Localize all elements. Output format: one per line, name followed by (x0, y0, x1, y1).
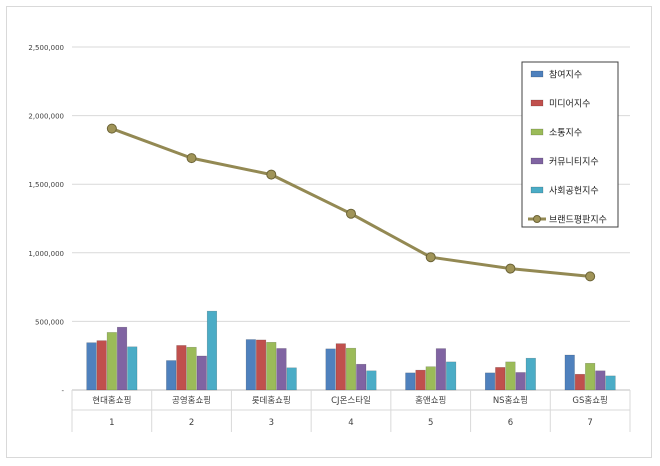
line-point (585, 271, 596, 282)
legend-swatch (530, 99, 544, 107)
bar-참여지수 (405, 372, 416, 391)
category-label: 공영홈쇼핑 (172, 395, 211, 406)
line-point (346, 208, 356, 219)
bar-커뮤니티지수 (196, 355, 207, 391)
line-point (106, 123, 117, 134)
bar-소통지수 (266, 342, 277, 391)
line-브랜드평판지수 (111, 127, 591, 278)
y-tick-label: 500,000 (35, 318, 64, 326)
bar-미디어지수 (256, 339, 267, 391)
legend-label: 브랜드평판지수 (549, 215, 607, 226)
bar-참여지수 (564, 354, 575, 391)
bar-사회공헌지수 (286, 367, 297, 391)
legend-swatch (530, 157, 544, 165)
line-point (505, 263, 516, 274)
legend-swatch (530, 186, 544, 194)
y-tick-label: 1,000,000 (28, 250, 64, 258)
legend-box (521, 61, 619, 228)
y-tick-label: 1,500,000 (28, 181, 64, 189)
bar-미디어지수 (335, 343, 346, 391)
rank-label: 5 (428, 418, 433, 428)
line-point (266, 169, 277, 180)
category-label: NS홈쇼핑 (493, 395, 528, 406)
bar-커뮤니티지수 (435, 348, 446, 391)
legend-swatch (530, 128, 544, 136)
bar-사회공헌지수 (127, 346, 138, 391)
bar-사회공헌지수 (206, 310, 218, 391)
category-label: GS홈쇼핑 (572, 395, 607, 406)
bar-소통지수 (585, 362, 596, 391)
bar-커뮤니티지수 (595, 370, 606, 391)
legend-label: 사회공헌지수 (549, 186, 599, 197)
bar-미디어지수 (495, 367, 506, 391)
rank-label: 2 (189, 418, 194, 428)
bar-커뮤니티지수 (117, 326, 128, 391)
rank-label: 4 (348, 418, 353, 428)
bar-소통지수 (106, 332, 117, 391)
bar-참여지수 (245, 339, 256, 391)
bar-참여지수 (86, 342, 97, 391)
legend-label: 미디어지수 (549, 99, 590, 110)
bar-커뮤니티지수 (356, 363, 367, 391)
category-label: 홈앤쇼핑 (415, 395, 446, 406)
bar-커뮤니티지수 (276, 348, 287, 391)
bar-사회공헌지수 (446, 361, 457, 391)
bar-소통지수 (505, 361, 516, 391)
bar-사회공헌지수 (366, 370, 377, 391)
bar-미디어지수 (415, 369, 426, 391)
bar-소통지수 (345, 347, 357, 391)
y-tick-label: 2,000,000 (28, 113, 64, 121)
y-tick-label: - (61, 387, 64, 395)
legend-label: 커뮤니티지수 (549, 157, 599, 168)
bar-커뮤니티지수 (515, 372, 526, 391)
bar-사회공헌지수 (605, 375, 616, 391)
bar-참여지수 (484, 372, 496, 391)
bar-사회공헌지수 (525, 357, 536, 391)
legend-label: 참여지수 (549, 69, 582, 81)
category-label: 현대홈쇼핑 (92, 395, 131, 406)
line-point (186, 153, 197, 164)
bar-소통지수 (186, 346, 197, 391)
category-label: 롯데홈쇼핑 (252, 395, 291, 406)
bar-미디어지수 (176, 345, 187, 391)
rank-label: 6 (508, 418, 513, 428)
bar-참여지수 (325, 348, 336, 391)
rank-label: 7 (587, 418, 592, 428)
legend-swatch-marker (533, 215, 541, 223)
rank-label: 3 (269, 418, 274, 428)
line-point (425, 252, 436, 263)
bar-소통지수 (425, 366, 436, 391)
y-tick-label: 2,500,000 (28, 44, 64, 52)
bar-미디어지수 (96, 340, 107, 391)
bar-참여지수 (166, 360, 177, 391)
legend-label: 소통지수 (549, 128, 582, 139)
legend-swatch (530, 70, 544, 78)
rank-label: 1 (109, 418, 114, 428)
bar-미디어지수 (574, 373, 585, 391)
category-label: CJ온스타일 (331, 396, 371, 406)
